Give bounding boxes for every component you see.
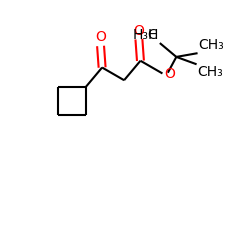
- Text: O: O: [95, 30, 106, 44]
- Text: CH₃: CH₃: [197, 65, 223, 79]
- Text: H: H: [148, 28, 158, 42]
- Text: CH₃: CH₃: [198, 38, 224, 52]
- Text: O: O: [134, 24, 144, 38]
- Text: O: O: [164, 67, 175, 81]
- Text: H₃C: H₃C: [132, 28, 158, 42]
